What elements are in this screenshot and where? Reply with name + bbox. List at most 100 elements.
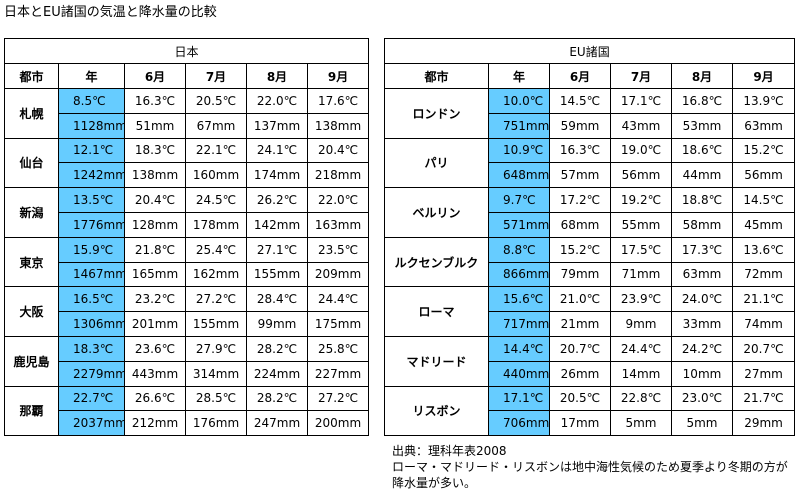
- column-header: 7月: [185, 63, 247, 89]
- monthly-temperature: 24.2℃: [671, 335, 733, 362]
- monthly-precipitation: 67mm: [185, 112, 247, 139]
- monthly-temperature: 18.3℃: [124, 137, 186, 164]
- annual-precipitation: 1776mm: [58, 211, 125, 238]
- annual-temperature: 12.1℃: [58, 137, 125, 164]
- city-name: 新潟: [4, 187, 59, 238]
- city-name: 東京: [4, 236, 59, 288]
- table-row: 648mm 57mm 56mm 44mm 56mm: [385, 162, 796, 189]
- annual-precipitation: 440mm: [488, 360, 550, 387]
- city-name: ベルリン: [384, 187, 489, 238]
- monthly-temperature: 13.9℃: [731, 88, 796, 114]
- monthly-precipitation: 174mm: [246, 162, 308, 189]
- monthly-precipitation: 58mm: [671, 211, 733, 238]
- climate-note-line-1: ローマ・マドリード・リスボンは地中海性気候のため夏季より冬期の方が: [392, 460, 788, 474]
- table-row: 仙台 12.1℃ 18.3℃ 22.1℃ 24.1℃ 20.4℃: [4, 137, 370, 189]
- column-header: 7月: [610, 63, 672, 89]
- monthly-temperature: 25.4℃: [185, 236, 247, 263]
- table-row: 751mm 59mm 43mm 53mm 63mm: [385, 112, 796, 139]
- table-row: 706mm 17mm 5mm 5mm 29mm: [385, 410, 796, 437]
- monthly-temperature: 24.1℃: [246, 137, 308, 164]
- monthly-precipitation: 314mm: [185, 360, 247, 387]
- monthly-precipitation: 99mm: [246, 311, 308, 337]
- annual-precipitation: 1467mm: [58, 261, 125, 288]
- monthly-precipitation: 212mm: [124, 410, 186, 437]
- city-name: 仙台: [4, 137, 59, 189]
- monthly-temperature: 14.5℃: [549, 88, 611, 114]
- eu-column-header-row: 都市年 6月 7月 8月 9月: [384, 63, 796, 89]
- monthly-precipitation: 162mm: [185, 261, 247, 288]
- monthly-temperature: 22.8℃: [610, 385, 672, 412]
- annual-temperature: 15.6℃: [488, 286, 550, 313]
- region-header: EU諸国: [383, 38, 796, 64]
- table-row: 東京 15.9℃ 21.8℃ 25.4℃ 27.1℃ 23.5℃: [4, 236, 370, 288]
- monthly-temperature: 21.7℃: [731, 385, 796, 412]
- city-name: 大阪: [4, 286, 59, 337]
- table-row: 那覇 22.7℃ 26.6℃ 28.5℃ 28.2℃ 27.2℃: [4, 385, 370, 437]
- monthly-precipitation: 142mm: [246, 211, 308, 238]
- annual-precipitation: 1128mm: [58, 112, 125, 139]
- table-row: 1776mm 128mm 178mm 142mm 163mm: [5, 211, 370, 238]
- monthly-precipitation: 178mm: [185, 211, 247, 238]
- monthly-precipitation: 163mm: [306, 211, 370, 238]
- monthly-temperature: 20.4℃: [306, 137, 370, 164]
- monthly-temperature: 26.2℃: [246, 187, 308, 213]
- monthly-precipitation: 9mm: [610, 311, 672, 337]
- monthly-temperature: 23.9℃: [610, 286, 672, 313]
- city-name: ロンドン: [384, 88, 489, 139]
- column-header: 9月: [306, 63, 370, 89]
- monthly-precipitation: 72mm: [731, 261, 796, 288]
- column-header: 年: [488, 63, 550, 89]
- monthly-precipitation: 44mm: [671, 162, 733, 189]
- annual-precipitation: 706mm: [488, 410, 550, 437]
- annual-temperature: 22.7℃: [58, 385, 125, 412]
- monthly-precipitation: 247mm: [246, 410, 308, 437]
- monthly-temperature: 22.0℃: [246, 88, 308, 114]
- monthly-temperature: 24.5℃: [185, 187, 247, 213]
- city-name: 那覇: [4, 385, 59, 437]
- column-header: 6月: [549, 63, 611, 89]
- table-row: 571mm 68mm 55mm 58mm 45mm: [385, 211, 796, 238]
- column-header: 9月: [731, 63, 796, 89]
- monthly-precipitation: 160mm: [185, 162, 247, 189]
- column-header: 都市: [384, 63, 489, 89]
- monthly-precipitation: 200mm: [306, 410, 370, 437]
- annual-temperature: 8.8℃: [488, 236, 550, 263]
- monthly-temperature: 24.0℃: [671, 286, 733, 313]
- table-row: ベルリン 9.7℃ 17.2℃ 19.2℃ 18.8℃ 14.5℃: [384, 187, 796, 238]
- monthly-precipitation: 71mm: [610, 261, 672, 288]
- monthly-precipitation: 209mm: [306, 261, 370, 288]
- table-row: パリ 10.9℃ 16.3℃ 19.0℃ 18.6℃ 15.2℃: [384, 137, 796, 189]
- column-header: 8月: [246, 63, 308, 89]
- annual-precipitation: 2037mm: [58, 410, 125, 437]
- annual-temperature: 17.1℃: [488, 385, 550, 412]
- table-row: リスボン 17.1℃ 20.5℃ 22.8℃ 23.0℃ 21.7℃: [384, 385, 796, 437]
- monthly-precipitation: 43mm: [610, 112, 672, 139]
- annual-temperature: 10.0℃: [488, 88, 550, 114]
- monthly-precipitation: 33mm: [671, 311, 733, 337]
- monthly-temperature: 20.5℃: [185, 88, 247, 114]
- monthly-precipitation: 201mm: [124, 311, 186, 337]
- annual-temperature: 14.4℃: [488, 335, 550, 362]
- monthly-precipitation: 56mm: [610, 162, 672, 189]
- page-title: 日本とEU諸国の気温と降水量の比較: [4, 5, 217, 20]
- column-header: 6月: [124, 63, 186, 89]
- monthly-precipitation: 128mm: [124, 211, 186, 238]
- city-name: 札幌: [4, 88, 59, 139]
- monthly-precipitation: 63mm: [731, 112, 796, 139]
- source-citation: 出典：理科年表2008: [392, 444, 507, 458]
- annual-temperature: 18.3℃: [58, 335, 125, 362]
- monthly-temperature: 16.3℃: [549, 137, 611, 164]
- column-header: 都市: [4, 63, 59, 89]
- monthly-temperature: 23.5℃: [306, 236, 370, 263]
- monthly-temperature: 28.5℃: [185, 385, 247, 412]
- japan-region-header-row: 日本: [3, 38, 370, 64]
- monthly-temperature: 16.3℃: [124, 88, 186, 114]
- monthly-temperature: 14.5℃: [731, 187, 796, 213]
- monthly-temperature: 27.2℃: [185, 286, 247, 313]
- table-row: 1128mm 51mm 67mm 137mm 138mm: [5, 112, 370, 139]
- monthly-temperature: 15.2℃: [731, 137, 796, 164]
- monthly-temperature: 21.0℃: [549, 286, 611, 313]
- monthly-temperature: 23.6℃: [124, 335, 186, 362]
- monthly-precipitation: 218mm: [306, 162, 370, 189]
- monthly-precipitation: 27mm: [731, 360, 796, 387]
